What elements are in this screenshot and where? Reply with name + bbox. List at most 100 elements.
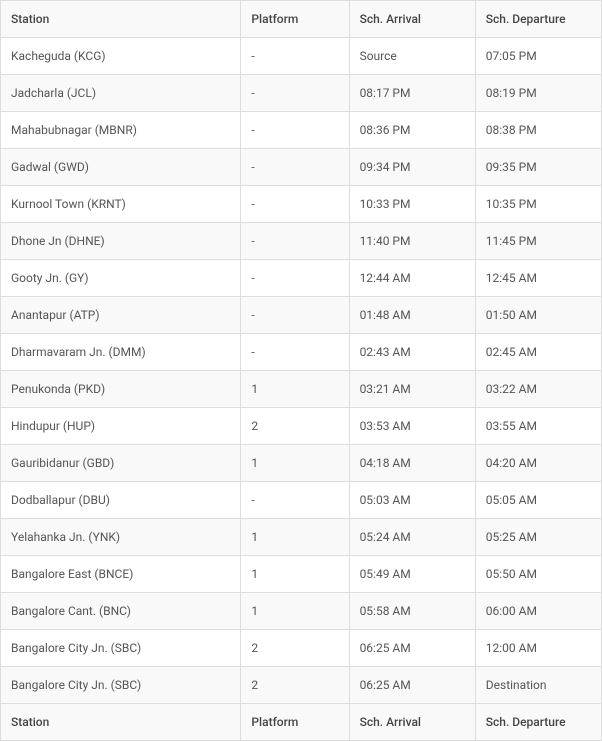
cell-arrival: 03:21 AM bbox=[349, 371, 475, 408]
cell-departure: 01:50 AM bbox=[475, 297, 601, 334]
footer-row: Station Platform Sch. Arrival Sch. Depar… bbox=[1, 704, 602, 741]
cell-station: Bangalore City Jn. (SBC) bbox=[1, 667, 241, 704]
cell-station: Gooty Jn. (GY) bbox=[1, 260, 241, 297]
cell-arrival: 05:03 AM bbox=[349, 482, 475, 519]
cell-station: Jadcharla (JCL) bbox=[1, 75, 241, 112]
cell-departure: 03:55 AM bbox=[475, 408, 601, 445]
cell-station: Dodballapur (DBU) bbox=[1, 482, 241, 519]
cell-departure: 08:38 PM bbox=[475, 112, 601, 149]
cell-arrival: 06:25 AM bbox=[349, 667, 475, 704]
cell-departure: 05:05 AM bbox=[475, 482, 601, 519]
table-row: Kurnool Town (KRNT)-10:33 PM10:35 PM bbox=[1, 186, 602, 223]
cell-arrival: 05:49 AM bbox=[349, 556, 475, 593]
cell-departure: Destination bbox=[475, 667, 601, 704]
table-footer: Station Platform Sch. Arrival Sch. Depar… bbox=[1, 704, 602, 741]
cell-station: Dhone Jn (DHNE) bbox=[1, 223, 241, 260]
cell-platform: - bbox=[241, 223, 349, 260]
cell-platform: - bbox=[241, 186, 349, 223]
table-row: Gadwal (GWD)-09:34 PM09:35 PM bbox=[1, 149, 602, 186]
cell-arrival: 08:36 PM bbox=[349, 112, 475, 149]
cell-departure: 04:20 AM bbox=[475, 445, 601, 482]
footer-platform: Platform bbox=[241, 704, 349, 741]
cell-platform: 1 bbox=[241, 371, 349, 408]
cell-station: Mahabubnagar (MBNR) bbox=[1, 112, 241, 149]
cell-arrival: 04:18 AM bbox=[349, 445, 475, 482]
cell-departure: 08:19 PM bbox=[475, 75, 601, 112]
table-row: Penukonda (PKD)103:21 AM03:22 AM bbox=[1, 371, 602, 408]
cell-platform: 1 bbox=[241, 519, 349, 556]
cell-arrival: 02:43 AM bbox=[349, 334, 475, 371]
cell-station: Kacheguda (KCG) bbox=[1, 38, 241, 75]
cell-platform: 1 bbox=[241, 593, 349, 630]
cell-departure: 03:22 AM bbox=[475, 371, 601, 408]
cell-arrival: 05:24 AM bbox=[349, 519, 475, 556]
cell-platform: - bbox=[241, 149, 349, 186]
cell-station: Gauribidanur (GBD) bbox=[1, 445, 241, 482]
cell-station: Bangalore Cant. (BNC) bbox=[1, 593, 241, 630]
cell-platform: 2 bbox=[241, 667, 349, 704]
table-row: Gauribidanur (GBD)104:18 AM04:20 AM bbox=[1, 445, 602, 482]
cell-station: Penukonda (PKD) bbox=[1, 371, 241, 408]
cell-arrival: Source bbox=[349, 38, 475, 75]
cell-arrival: 03:53 AM bbox=[349, 408, 475, 445]
cell-arrival: 05:58 AM bbox=[349, 593, 475, 630]
cell-arrival: 09:34 PM bbox=[349, 149, 475, 186]
table-row: Kacheguda (KCG)-Source07:05 PM bbox=[1, 38, 602, 75]
cell-station: Bangalore East (BNCE) bbox=[1, 556, 241, 593]
cell-platform: - bbox=[241, 112, 349, 149]
train-schedule-table: Station Platform Sch. Arrival Sch. Depar… bbox=[0, 0, 602, 741]
cell-platform: - bbox=[241, 38, 349, 75]
cell-departure: 09:35 PM bbox=[475, 149, 601, 186]
table-header: Station Platform Sch. Arrival Sch. Depar… bbox=[1, 1, 602, 38]
header-station: Station bbox=[1, 1, 241, 38]
cell-arrival: 10:33 PM bbox=[349, 186, 475, 223]
cell-departure: 12:00 AM bbox=[475, 630, 601, 667]
cell-platform: - bbox=[241, 482, 349, 519]
cell-arrival: 11:40 PM bbox=[349, 223, 475, 260]
cell-arrival: 01:48 AM bbox=[349, 297, 475, 334]
table-row: Dhone Jn (DHNE)-11:40 PM11:45 PM bbox=[1, 223, 602, 260]
cell-platform: 2 bbox=[241, 408, 349, 445]
cell-station: Gadwal (GWD) bbox=[1, 149, 241, 186]
table-row: Bangalore Cant. (BNC)105:58 AM06:00 AM bbox=[1, 593, 602, 630]
cell-departure: 05:25 AM bbox=[475, 519, 601, 556]
table-row: Bangalore City Jn. (SBC)206:25 AM12:00 A… bbox=[1, 630, 602, 667]
cell-platform: 2 bbox=[241, 630, 349, 667]
table-row: Hindupur (HUP)203:53 AM03:55 AM bbox=[1, 408, 602, 445]
header-arrival: Sch. Arrival bbox=[349, 1, 475, 38]
cell-platform: - bbox=[241, 260, 349, 297]
header-platform: Platform bbox=[241, 1, 349, 38]
cell-station: Yelahanka Jn. (YNK) bbox=[1, 519, 241, 556]
table-row: Bangalore East (BNCE)105:49 AM05:50 AM bbox=[1, 556, 602, 593]
cell-departure: 07:05 PM bbox=[475, 38, 601, 75]
table-row: Mahabubnagar (MBNR)-08:36 PM08:38 PM bbox=[1, 112, 602, 149]
cell-departure: 06:00 AM bbox=[475, 593, 601, 630]
cell-platform: - bbox=[241, 297, 349, 334]
cell-departure: 05:50 AM bbox=[475, 556, 601, 593]
table-row: Jadcharla (JCL)-08:17 PM08:19 PM bbox=[1, 75, 602, 112]
header-departure: Sch. Departure bbox=[475, 1, 601, 38]
cell-departure: 11:45 PM bbox=[475, 223, 601, 260]
table-row: Anantapur (ATP)-01:48 AM01:50 AM bbox=[1, 297, 602, 334]
table-row: Gooty Jn. (GY)-12:44 AM12:45 AM bbox=[1, 260, 602, 297]
cell-station: Kurnool Town (KRNT) bbox=[1, 186, 241, 223]
cell-platform: 1 bbox=[241, 445, 349, 482]
cell-station: Dharmavaram Jn. (DMM) bbox=[1, 334, 241, 371]
table-body: Kacheguda (KCG)-Source07:05 PMJadcharla … bbox=[1, 38, 602, 704]
cell-platform: - bbox=[241, 75, 349, 112]
cell-station: Hindupur (HUP) bbox=[1, 408, 241, 445]
cell-station: Bangalore City Jn. (SBC) bbox=[1, 630, 241, 667]
table-row: Yelahanka Jn. (YNK)105:24 AM05:25 AM bbox=[1, 519, 602, 556]
footer-station: Station bbox=[1, 704, 241, 741]
cell-departure: 02:45 AM bbox=[475, 334, 601, 371]
table-row: Bangalore City Jn. (SBC)206:25 AMDestina… bbox=[1, 667, 602, 704]
cell-arrival: 12:44 AM bbox=[349, 260, 475, 297]
cell-station: Anantapur (ATP) bbox=[1, 297, 241, 334]
footer-arrival: Sch. Arrival bbox=[349, 704, 475, 741]
table-row: Dodballapur (DBU)-05:03 AM05:05 AM bbox=[1, 482, 602, 519]
cell-platform: 1 bbox=[241, 556, 349, 593]
cell-arrival: 08:17 PM bbox=[349, 75, 475, 112]
cell-arrival: 06:25 AM bbox=[349, 630, 475, 667]
cell-departure: 10:35 PM bbox=[475, 186, 601, 223]
cell-platform: - bbox=[241, 334, 349, 371]
